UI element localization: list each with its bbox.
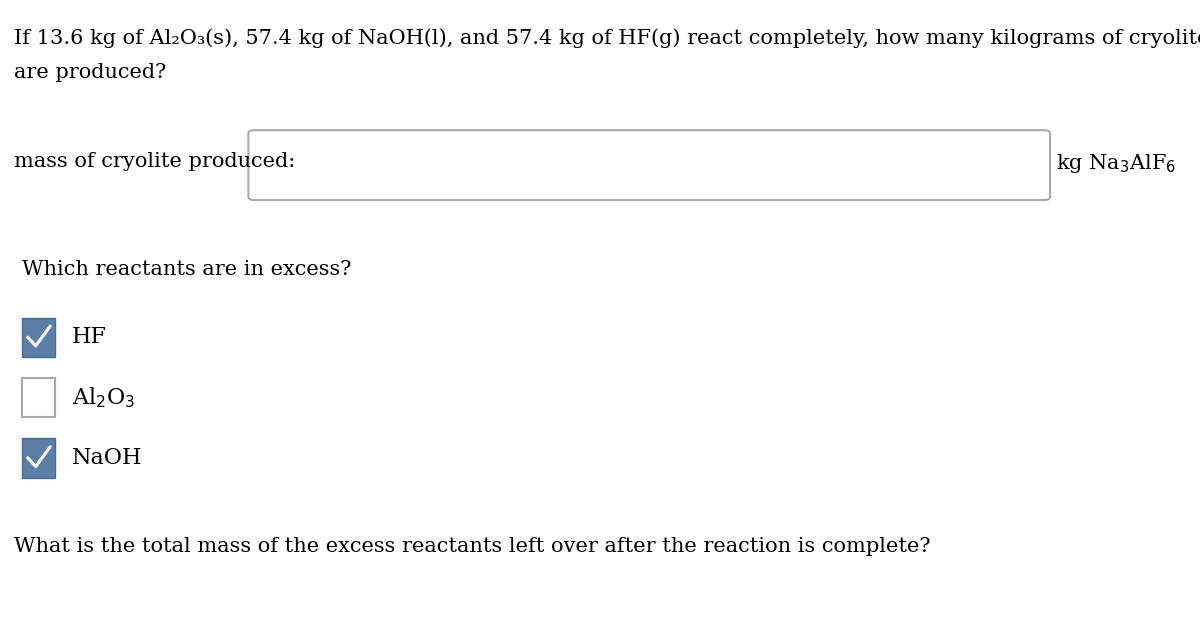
Text: If 13.6 kg of Al₂O₃(s), 57.4 kg of NaOH(l), and 57.4 kg of HF(g) react completel: If 13.6 kg of Al₂O₃(s), 57.4 kg of NaOH(… (14, 29, 1200, 48)
FancyBboxPatch shape (22, 378, 55, 417)
Text: mass of cryolite produced:: mass of cryolite produced: (14, 152, 295, 171)
Text: are produced?: are produced? (14, 64, 167, 83)
Text: HF: HF (72, 326, 107, 348)
Text: Al$_2$O$_3$: Al$_2$O$_3$ (72, 385, 134, 410)
Text: NaOH: NaOH (72, 447, 143, 469)
FancyBboxPatch shape (22, 438, 55, 478)
Text: kg Na$_3$AlF$_6$: kg Na$_3$AlF$_6$ (1056, 152, 1176, 175)
Text: What is the total mass of the excess reactants left over after the reaction is c: What is the total mass of the excess rea… (14, 537, 931, 556)
Text: Which reactants are in excess?: Which reactants are in excess? (22, 260, 350, 279)
FancyBboxPatch shape (248, 130, 1050, 200)
FancyBboxPatch shape (22, 318, 55, 357)
